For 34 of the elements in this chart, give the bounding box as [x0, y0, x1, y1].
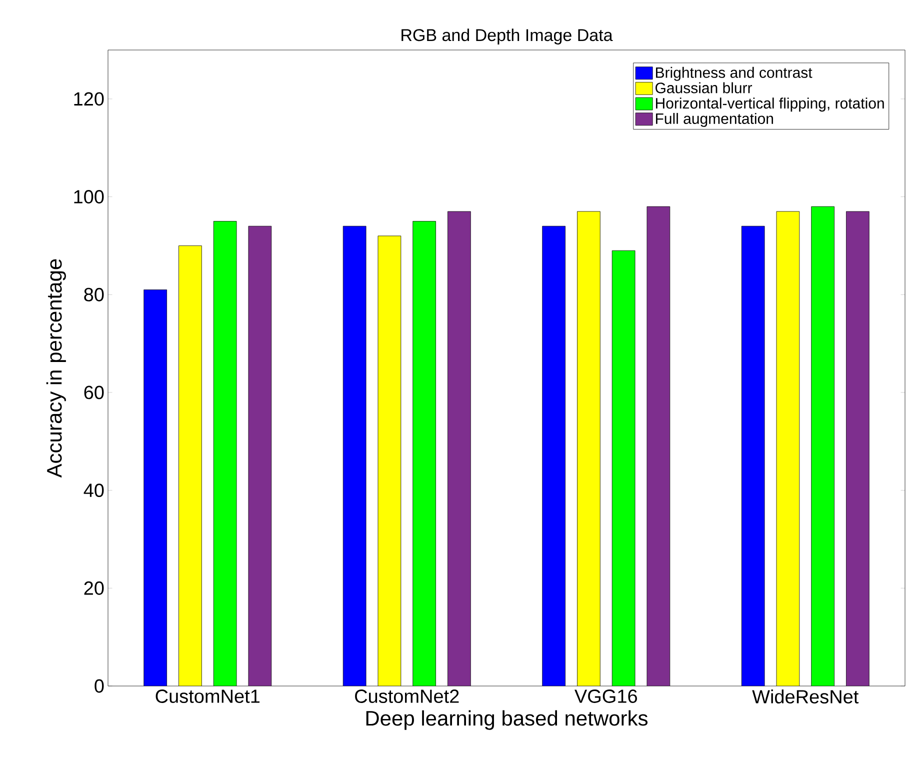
y-tick-label: 80 — [84, 288, 104, 302]
bar — [646, 206, 670, 686]
bar — [741, 226, 765, 686]
bar — [378, 236, 402, 686]
y-tick-label: 0 — [94, 679, 104, 693]
y-tick-label: 40 — [84, 484, 104, 498]
legend-label: Gaussian blurr — [656, 82, 752, 94]
bar — [776, 211, 800, 686]
x-tick-label: CustomNet2 — [355, 690, 459, 703]
bar — [577, 211, 600, 686]
x-axis-title: Deep learning based networks — [366, 710, 648, 730]
x-tick-label: WideResNet — [752, 690, 859, 704]
legend-label: Horizontal-vertical flipping, rotation — [656, 98, 884, 112]
bar — [811, 206, 834, 686]
y-tick-label: 20 — [84, 581, 104, 595]
y-tick-label: 100 — [74, 190, 104, 204]
bar — [448, 211, 471, 686]
x-tick-label: CustomNet1 — [156, 690, 260, 703]
bar — [213, 221, 237, 686]
y-axis-title: Accuracy in percentage — [46, 259, 66, 478]
bar — [144, 290, 167, 686]
y-tick-label: 120 — [74, 92, 104, 106]
bar — [412, 221, 436, 686]
legend-label: Full augmentation — [656, 112, 774, 127]
bar — [178, 245, 202, 686]
chart-title: RGB and Depth Image Data — [402, 28, 613, 44]
bar — [248, 226, 272, 686]
bar — [542, 226, 566, 686]
x-tick-label: VGG16 — [574, 690, 637, 703]
bar — [342, 226, 366, 686]
legend-label: Brightness and contrast — [656, 66, 812, 81]
y-tick-label: 60 — [84, 386, 104, 400]
bar — [612, 250, 636, 686]
bar — [846, 211, 870, 686]
